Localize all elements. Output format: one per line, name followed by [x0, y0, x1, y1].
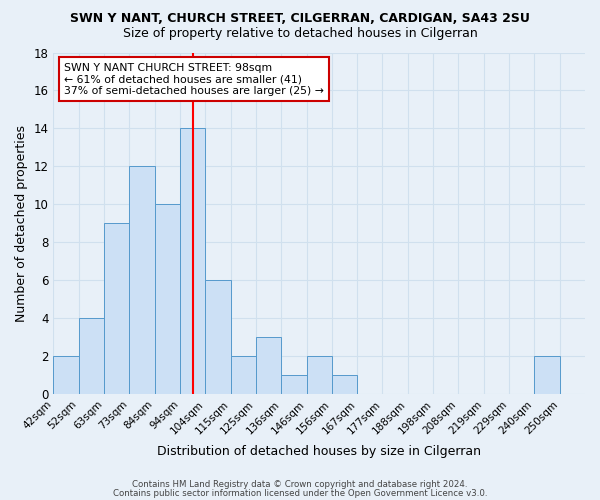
Bar: [104, 224, 130, 394]
Bar: [53, 356, 79, 395]
Text: Contains HM Land Registry data © Crown copyright and database right 2024.: Contains HM Land Registry data © Crown c…: [132, 480, 468, 489]
Bar: [180, 128, 205, 394]
Bar: [307, 356, 332, 395]
Text: Contains public sector information licensed under the Open Government Licence v3: Contains public sector information licen…: [113, 488, 487, 498]
Bar: [79, 318, 104, 394]
Text: SWN Y NANT CHURCH STREET: 98sqm
← 61% of detached houses are smaller (41)
37% of: SWN Y NANT CHURCH STREET: 98sqm ← 61% of…: [64, 63, 324, 96]
X-axis label: Distribution of detached houses by size in Cilgerran: Distribution of detached houses by size …: [157, 444, 481, 458]
Text: SWN Y NANT, CHURCH STREET, CILGERRAN, CARDIGAN, SA43 2SU: SWN Y NANT, CHURCH STREET, CILGERRAN, CA…: [70, 12, 530, 26]
Bar: [256, 338, 281, 394]
Bar: [155, 204, 180, 394]
Bar: [130, 166, 155, 394]
Bar: [205, 280, 230, 394]
Bar: [230, 356, 256, 395]
Bar: [332, 376, 357, 394]
Bar: [535, 356, 560, 395]
Bar: [281, 376, 307, 394]
Y-axis label: Number of detached properties: Number of detached properties: [15, 125, 28, 322]
Text: Size of property relative to detached houses in Cilgerran: Size of property relative to detached ho…: [122, 28, 478, 40]
